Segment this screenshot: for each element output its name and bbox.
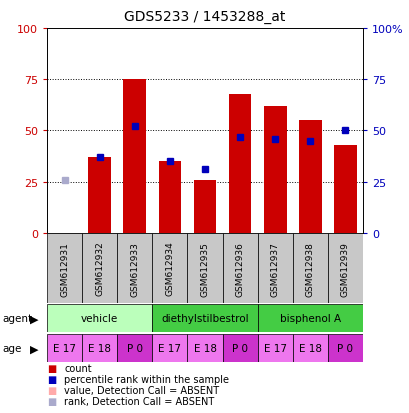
Bar — [88, 158, 111, 233]
Text: ■: ■ — [47, 396, 56, 406]
Text: bisphenol A: bisphenol A — [279, 313, 340, 323]
Bar — [333, 145, 356, 233]
Bar — [222, 233, 257, 304]
Text: value, Detection Call = ABSENT: value, Detection Call = ABSENT — [64, 385, 219, 395]
Bar — [158, 162, 181, 233]
Bar — [327, 233, 362, 304]
Bar — [257, 335, 292, 363]
Text: ▶: ▶ — [29, 344, 38, 354]
Bar — [152, 233, 187, 304]
Text: E 17: E 17 — [263, 344, 286, 354]
Text: GSM612932: GSM612932 — [95, 241, 104, 296]
Bar — [257, 233, 292, 304]
Bar — [152, 304, 257, 332]
Text: count: count — [64, 363, 92, 373]
Bar — [47, 233, 82, 304]
Bar — [228, 94, 251, 233]
Text: vehicle: vehicle — [81, 313, 118, 323]
Bar — [298, 121, 321, 233]
Text: age: age — [2, 344, 21, 354]
Text: E 18: E 18 — [298, 344, 321, 354]
Text: GSM612935: GSM612935 — [200, 241, 209, 296]
Bar — [47, 304, 152, 332]
Text: GSM612937: GSM612937 — [270, 241, 279, 296]
Text: GDS5233 / 1453288_at: GDS5233 / 1453288_at — [124, 10, 285, 24]
Text: GSM612938: GSM612938 — [305, 241, 314, 296]
Text: rank, Detection Call = ABSENT: rank, Detection Call = ABSENT — [64, 396, 214, 406]
Text: ■: ■ — [47, 374, 56, 384]
Text: ■: ■ — [47, 385, 56, 395]
Bar — [82, 335, 117, 363]
Bar — [47, 335, 82, 363]
Text: diethylstilbestrol: diethylstilbestrol — [161, 313, 248, 323]
Bar — [152, 335, 187, 363]
Bar — [263, 107, 286, 233]
Bar — [187, 233, 222, 304]
Text: GSM612931: GSM612931 — [60, 241, 69, 296]
Bar — [193, 180, 216, 233]
Bar — [187, 335, 222, 363]
Bar — [292, 335, 327, 363]
Text: P 0: P 0 — [126, 344, 142, 354]
Bar — [327, 335, 362, 363]
Bar — [257, 304, 362, 332]
Text: agent: agent — [2, 313, 32, 323]
Text: P 0: P 0 — [337, 344, 353, 354]
Bar — [82, 233, 117, 304]
Text: GSM612934: GSM612934 — [165, 241, 174, 296]
Bar — [292, 233, 327, 304]
Bar — [123, 80, 146, 233]
Text: GSM612939: GSM612939 — [340, 241, 349, 296]
Text: E 17: E 17 — [53, 344, 76, 354]
Text: E 18: E 18 — [193, 344, 216, 354]
Text: percentile rank within the sample: percentile rank within the sample — [64, 374, 229, 384]
Bar — [117, 335, 152, 363]
Text: ▶: ▶ — [29, 313, 38, 323]
Bar — [117, 233, 152, 304]
Bar — [222, 335, 257, 363]
Text: GSM612933: GSM612933 — [130, 241, 139, 296]
Text: E 17: E 17 — [158, 344, 181, 354]
Text: ■: ■ — [47, 363, 56, 373]
Text: GSM612936: GSM612936 — [235, 241, 244, 296]
Text: E 18: E 18 — [88, 344, 111, 354]
Text: P 0: P 0 — [231, 344, 247, 354]
